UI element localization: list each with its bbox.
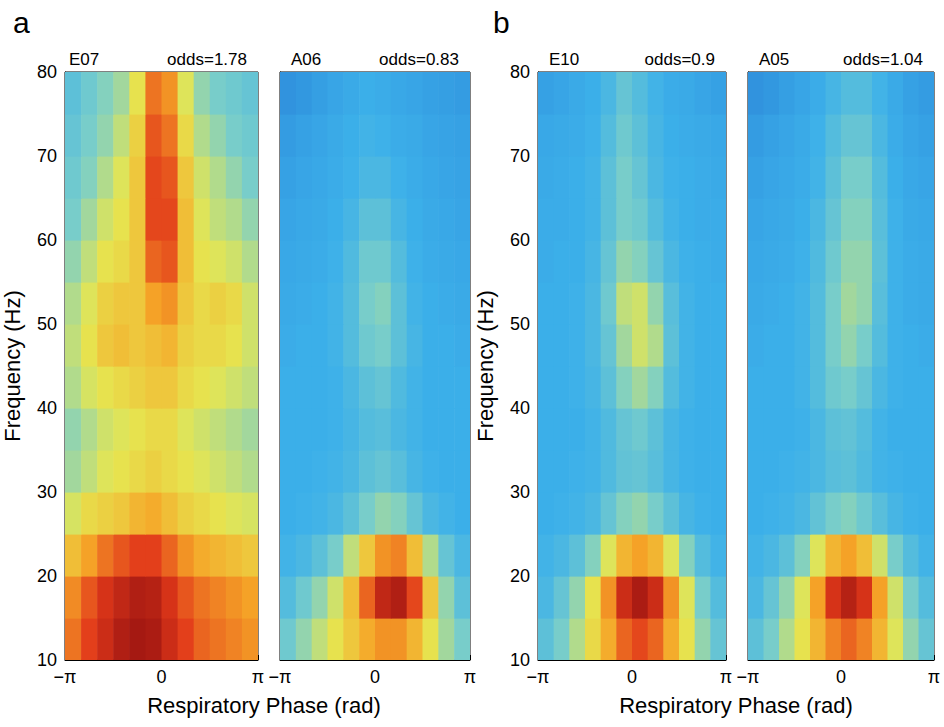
svg-text:80: 80 <box>37 62 57 82</box>
svg-text:0: 0 <box>836 667 846 687</box>
svg-text:E07: E07 <box>69 50 99 69</box>
svg-text:40: 40 <box>37 398 57 418</box>
svg-text:40: 40 <box>510 398 530 418</box>
svg-text:π: π <box>720 667 732 687</box>
svg-text:10: 10 <box>510 650 530 670</box>
svg-text:odds=1.04: odds=1.04 <box>843 50 923 69</box>
svg-text:−π: −π <box>737 667 760 687</box>
svg-text:Respiratory Phase (rad): Respiratory Phase (rad) <box>619 693 853 718</box>
svg-text:20: 20 <box>37 566 57 586</box>
svg-text:odds=0.83: odds=0.83 <box>379 50 459 69</box>
svg-text:odds=0.9: odds=0.9 <box>645 50 715 69</box>
svg-text:0: 0 <box>370 667 380 687</box>
svg-text:π: π <box>464 667 476 687</box>
svg-text:b: b <box>493 6 510 39</box>
svg-text:20: 20 <box>510 566 530 586</box>
svg-text:70: 70 <box>510 146 530 166</box>
svg-text:50: 50 <box>510 314 530 334</box>
svg-text:−π: −π <box>54 667 77 687</box>
svg-text:A05: A05 <box>759 50 789 69</box>
svg-text:π: π <box>928 667 940 687</box>
svg-text:Frequency (Hz): Frequency (Hz) <box>473 290 498 442</box>
svg-text:a: a <box>13 6 30 39</box>
svg-text:30: 30 <box>510 482 530 502</box>
svg-text:30: 30 <box>37 482 57 502</box>
svg-text:−π: −π <box>527 667 550 687</box>
svg-text:80: 80 <box>510 62 530 82</box>
svg-text:60: 60 <box>510 230 530 250</box>
svg-text:odds=1.78: odds=1.78 <box>167 50 247 69</box>
svg-text:A06: A06 <box>291 50 321 69</box>
svg-text:E10: E10 <box>549 50 579 69</box>
svg-text:0: 0 <box>156 667 166 687</box>
svg-text:π: π <box>252 667 264 687</box>
svg-text:−π: −π <box>269 667 292 687</box>
svg-text:50: 50 <box>37 314 57 334</box>
svg-text:10: 10 <box>37 650 57 670</box>
svg-text:Frequency (Hz): Frequency (Hz) <box>0 290 25 442</box>
svg-text:Respiratory Phase (rad): Respiratory Phase (rad) <box>147 693 381 718</box>
svg-text:0: 0 <box>627 667 637 687</box>
svg-text:70: 70 <box>37 146 57 166</box>
svg-text:60: 60 <box>37 230 57 250</box>
